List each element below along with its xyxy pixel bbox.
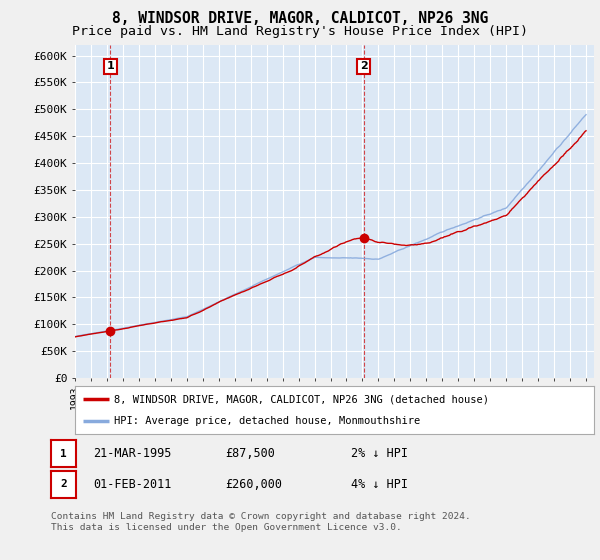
Text: 8, WINDSOR DRIVE, MAGOR, CALDICOT, NP26 3NG: 8, WINDSOR DRIVE, MAGOR, CALDICOT, NP26 … — [112, 11, 488, 26]
Text: 2: 2 — [60, 479, 67, 489]
Text: 21-MAR-1995: 21-MAR-1995 — [93, 447, 172, 460]
Text: £260,000: £260,000 — [225, 478, 282, 491]
Text: 1: 1 — [60, 449, 67, 459]
Text: 4% ↓ HPI: 4% ↓ HPI — [351, 478, 408, 491]
Text: HPI: Average price, detached house, Monmouthshire: HPI: Average price, detached house, Monm… — [114, 416, 420, 426]
Text: Price paid vs. HM Land Registry's House Price Index (HPI): Price paid vs. HM Land Registry's House … — [72, 25, 528, 38]
Text: 2: 2 — [360, 62, 368, 72]
Text: £87,500: £87,500 — [225, 447, 275, 460]
Text: 8, WINDSOR DRIVE, MAGOR, CALDICOT, NP26 3NG (detached house): 8, WINDSOR DRIVE, MAGOR, CALDICOT, NP26 … — [114, 394, 489, 404]
Text: 2% ↓ HPI: 2% ↓ HPI — [351, 447, 408, 460]
Text: Contains HM Land Registry data © Crown copyright and database right 2024.
This d: Contains HM Land Registry data © Crown c… — [51, 512, 471, 532]
Text: 1: 1 — [107, 62, 115, 72]
Text: 01-FEB-2011: 01-FEB-2011 — [93, 478, 172, 491]
